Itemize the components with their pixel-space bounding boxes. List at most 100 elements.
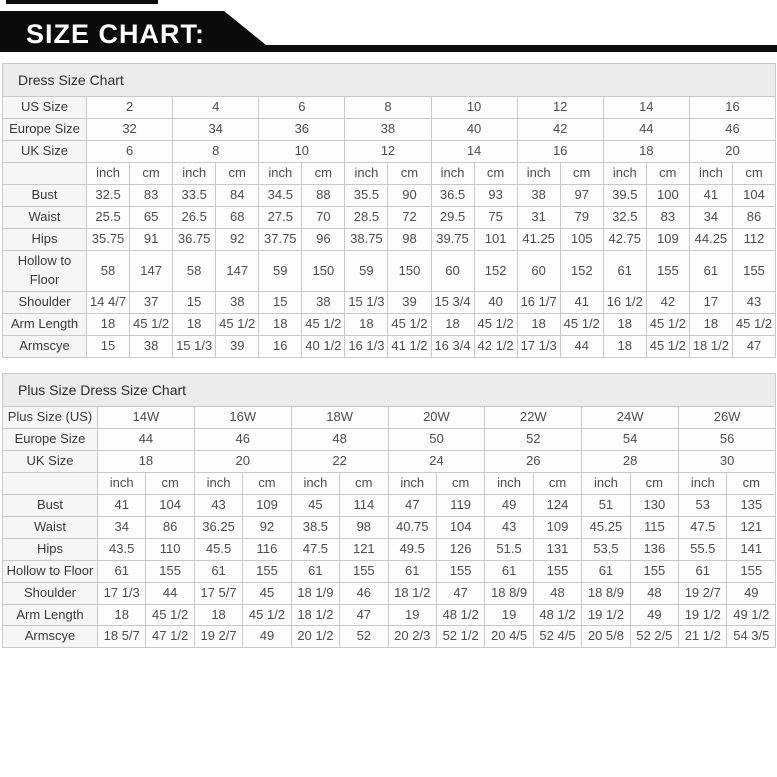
measure-inch-cell: 27.5	[258, 206, 303, 230]
size-value-cell: 18	[602, 140, 690, 164]
measure-inch-cell: 18	[602, 334, 647, 358]
measure-cm-cell: 121	[339, 537, 389, 561]
size-value-cell: 56	[678, 427, 777, 451]
size-value-cell: 38	[344, 118, 432, 142]
table-title: Dress Size Chart	[1, 62, 777, 98]
size-value-cell: 2	[85, 96, 174, 120]
measure-inch-cell: 20 1/2	[290, 625, 341, 649]
size-value-cell: 42	[516, 118, 604, 142]
measure-row-label: Hollow to Floor	[2, 559, 98, 583]
unit-inch-header: inch	[290, 471, 341, 495]
size-value-cell: 4	[172, 96, 260, 120]
measure-inch-cell: 39.75	[430, 228, 475, 252]
measure-cm-cell: 45 1/2	[387, 312, 432, 336]
measure-cm-cell: 114	[339, 493, 389, 517]
measure-inch-cell: 51.5	[484, 537, 534, 561]
size-value-cell: 22	[290, 449, 389, 473]
measure-cm-cell: 49	[726, 581, 777, 605]
measure-cm-cell: 141	[726, 537, 777, 561]
unit-inch-header: inch	[602, 162, 647, 186]
measure-cm-cell: 40	[473, 290, 518, 314]
measure-cm-cell: 47	[435, 581, 486, 605]
measure-inch-cell: 59	[258, 250, 303, 292]
size-chart-banner: SIZE CHART:	[0, 0, 777, 52]
unit-cm-header: cm	[215, 162, 260, 186]
measure-inch-cell: 55.5	[678, 537, 728, 561]
measure-inch-cell: 45	[290, 493, 341, 517]
measure-inch-cell: 15	[258, 290, 303, 314]
measure-cm-cell: 90	[387, 184, 432, 208]
measure-row: Hips 43.5 110 45.5 116 47.5 121 49.5 126 51.5 131 5…	[2, 537, 777, 561]
measure-inch-cell: 18	[96, 603, 147, 627]
measure-inch-cell: 32.5	[602, 206, 647, 230]
size-value-cell: 18	[97, 449, 195, 473]
measure-inch-cell: 34.5	[258, 184, 303, 208]
measure-cm-cell: 91	[129, 228, 174, 252]
unit-inch-header: inch	[581, 471, 631, 495]
measure-cm-cell: 92	[242, 515, 292, 539]
measure-cm-cell: 37	[129, 290, 174, 314]
size-value-cell: 12	[344, 140, 432, 164]
measure-inch-cell: 18	[602, 312, 647, 336]
measure-inch-cell: 18	[688, 312, 733, 336]
measure-cm-cell: 83	[129, 184, 174, 208]
unit-inch-header: inch	[96, 471, 147, 495]
measure-cm-cell: 152	[473, 250, 518, 292]
size-value-cell: 14W	[97, 405, 195, 429]
measure-row: Waist 34 86 36.25 92 38.5 98 40.75 104 43 109 45.25…	[2, 515, 777, 539]
size-row: Europe Size 44 46 48 50 52 54 56	[2, 427, 777, 451]
measure-inch-cell: 18 5/7	[96, 625, 147, 649]
measure-cm-cell: 45 1/2	[301, 312, 346, 336]
measure-cm-cell: 45	[242, 581, 292, 605]
measure-inch-cell: 20 2/3	[387, 625, 437, 649]
measure-inch-cell: 34	[688, 206, 733, 230]
measure-cm-cell: 45 1/2	[215, 312, 260, 336]
measure-inch-cell: 18	[85, 312, 131, 336]
size-row: US Size 2 4 6 8 10 12 14 16	[2, 96, 777, 120]
size-value-cell: 16W	[193, 405, 292, 429]
measure-inch-cell: 14 4/7	[85, 290, 131, 314]
size-value-cell: 14	[430, 140, 518, 164]
measure-row-label: Bust	[2, 493, 98, 517]
size-value-cell: 24	[387, 449, 486, 473]
measure-cm-cell: 105	[559, 228, 604, 252]
size-row-label: Europe Size	[2, 427, 98, 451]
measure-cm-cell: 155	[145, 559, 195, 583]
size-row: UK Size 18 20 22 24 26 28 30	[2, 449, 777, 473]
measure-inch-cell: 17 1/3	[516, 334, 561, 358]
measure-inch-cell: 35.5	[344, 184, 389, 208]
size-row: Europe Size 32 34 36 38 40 42 44 46	[2, 118, 777, 142]
measure-inch-cell: 61	[484, 559, 534, 583]
measure-inch-cell: 17 1/3	[96, 581, 147, 605]
measure-row: Hollow to Floor 58 147 58 147 59 150 59 150 60 152…	[2, 250, 777, 292]
unit-row-empty-label	[2, 471, 98, 495]
measure-cm-cell: 52 1/2	[435, 625, 486, 649]
unit-cm-header: cm	[559, 162, 604, 186]
measure-cm-cell: 104	[145, 493, 195, 517]
measure-inch-cell: 18 8/9	[484, 581, 534, 605]
measure-cm-cell: 45 1/2	[473, 312, 518, 336]
size-value-cell: 16	[688, 96, 777, 120]
measure-cm-cell: 136	[629, 537, 680, 561]
measure-cm-cell: 49 1/2	[726, 603, 777, 627]
size-value-cell: 18W	[290, 405, 389, 429]
measure-cm-cell: 48	[532, 581, 583, 605]
size-value-cell: 46	[193, 427, 292, 451]
measure-inch-cell: 61	[602, 250, 647, 292]
measure-inch-cell: 18 8/9	[581, 581, 631, 605]
size-value-cell: 44	[97, 427, 195, 451]
unit-inch-header: inch	[516, 162, 561, 186]
measure-cm-cell: 98	[387, 228, 432, 252]
size-value-cell: 40	[430, 118, 518, 142]
measure-inch-cell: 15	[172, 290, 217, 314]
measure-inch-cell: 37.75	[258, 228, 303, 252]
measure-cm-cell: 101	[473, 228, 518, 252]
measure-cm-cell: 38	[215, 290, 260, 314]
size-value-cell: 34	[172, 118, 260, 142]
measure-cm-cell: 42 1/2	[473, 334, 518, 358]
measure-cm-cell: 45 1/2	[645, 312, 690, 336]
measure-inch-cell: 43.5	[96, 537, 147, 561]
measure-cm-cell: 75	[473, 206, 518, 230]
measure-cm-cell: 47 1/2	[145, 625, 195, 649]
measure-row-label: Arm Length	[2, 603, 98, 627]
